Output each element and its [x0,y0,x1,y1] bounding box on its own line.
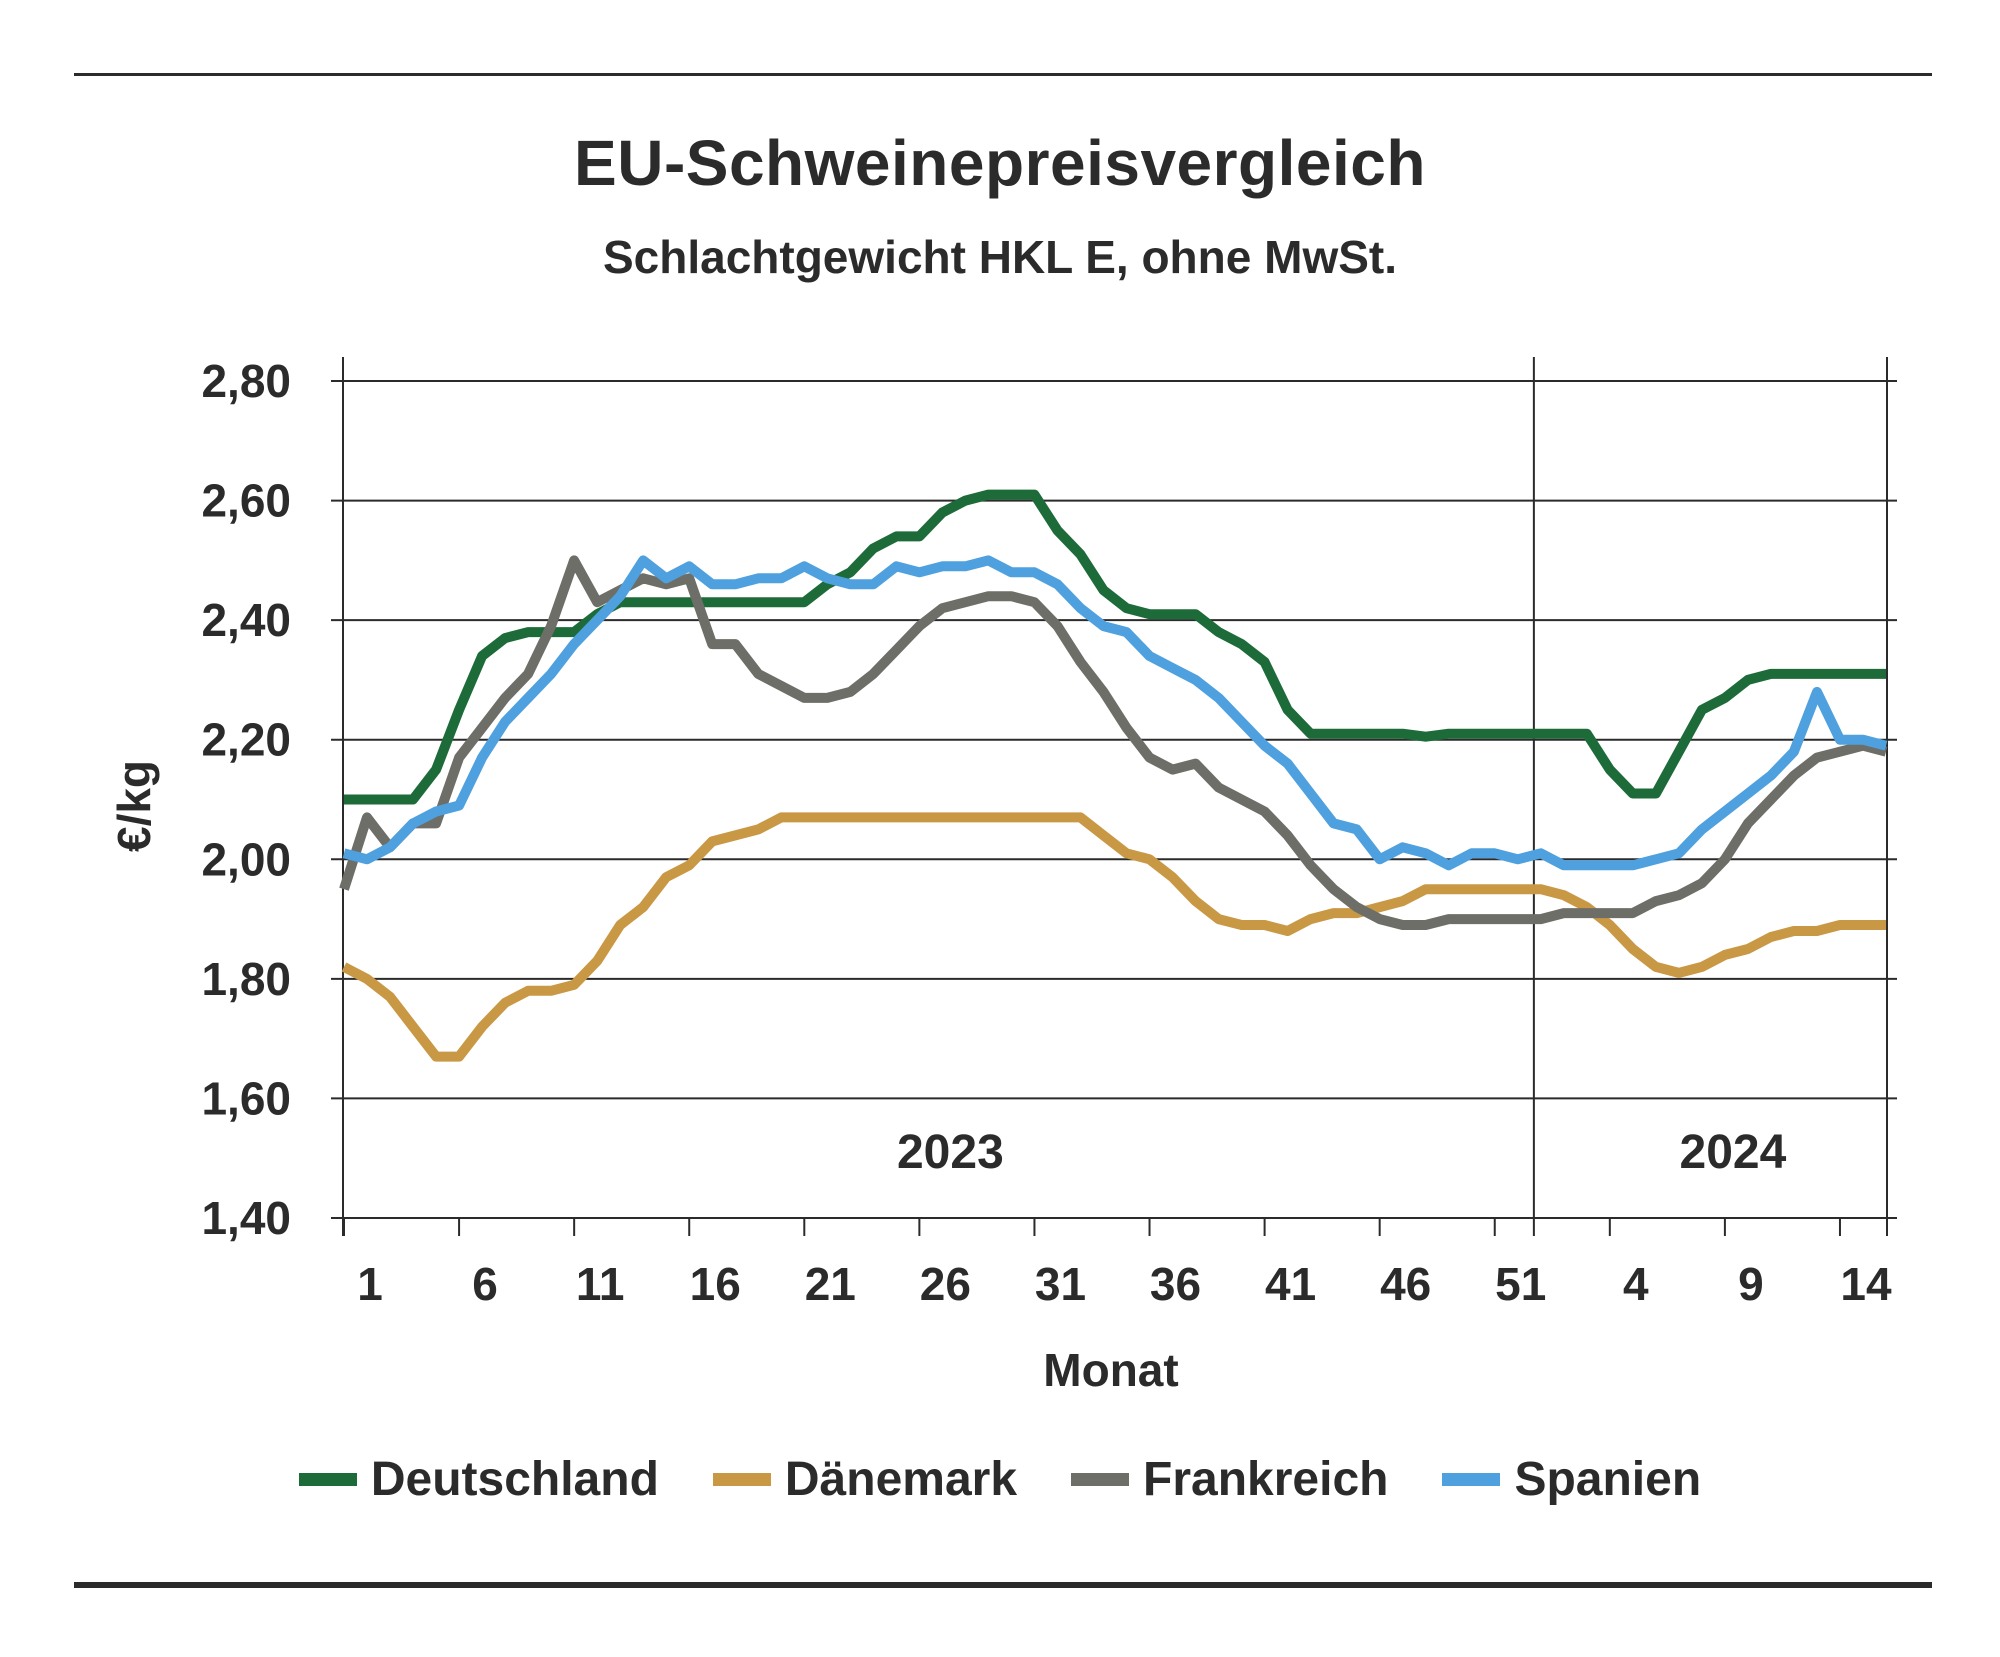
y-tick-label: 2,60 [201,475,291,527]
legend-label: Frankreich [1143,1453,1389,1506]
year-label: 2024 [1680,1126,1787,1179]
gridlines [331,380,1897,1219]
legend-item: Frankreich [1071,1452,1388,1507]
x-tick-label: 31 [1035,1258,1086,1310]
legend: Deutschland Dänemark Frankreich Spanien [0,1452,2000,1507]
x-tick-label: 11 [576,1258,625,1310]
legend-item: Spanien [1442,1452,1701,1507]
x-tick-label: 21 [805,1258,856,1310]
year-labels: 2023 2024 [897,1126,1787,1179]
y-tick-label: 1,80 [201,953,291,1005]
x-tick-label: 16 [690,1258,741,1310]
x-tick-label: 9 [1738,1258,1764,1310]
series-line-spanien [342,555,1888,871]
series-line-dänemark [341,812,1886,1062]
series-lines [339,489,1888,1062]
y-tick-label: 1,60 [201,1072,291,1124]
y-tick-label: 1,40 [201,1192,291,1244]
x-axis-title: Monat [1043,1344,1178,1396]
legend-swatch [1442,1473,1501,1486]
axes [342,357,1888,1236]
top-rule [74,73,1932,76]
legend-label: Deutschland [370,1453,659,1506]
x-tick-label: 6 [472,1258,498,1310]
y-tick-label: 2,40 [201,594,291,646]
y-tick-label: 2,80 [201,355,291,407]
x-tick-label: 26 [920,1258,971,1310]
x-tick-label: 14 [1840,1258,1892,1310]
x-tick-label: 1 [357,1258,383,1310]
legend-swatch [298,1473,357,1486]
legend-swatch [712,1473,771,1486]
legend-item: Dänemark [712,1452,1018,1507]
x-axis-ticks: 1 6 11 16 21 26 31 36 41 46 51 4 9 14 [342,1218,1892,1310]
x-tick-label: 4 [1623,1258,1649,1310]
x-tick-label: 51 [1495,1258,1546,1310]
year-label: 2023 [897,1126,1004,1179]
x-tick-label: 36 [1150,1258,1201,1310]
legend-label: Spanien [1514,1453,1702,1506]
y-axis-ticks: 1,40 1,60 1,80 2,00 2,20 2,40 2,60 2,80 [201,355,291,1244]
x-tick-label: 46 [1380,1258,1431,1310]
y-tick-label: 2,20 [201,714,291,766]
series-line-frankreich [339,555,1888,930]
legend-label: Dänemark [784,1453,1018,1506]
chart-subtitle: Schlachtgewicht HKL E, ohne MwSt. [602,231,1398,283]
x-tick-label: 41 [1265,1258,1316,1310]
y-axis-title: €/kg [108,760,160,852]
y-tick-label: 2,00 [201,833,291,885]
bottom-rule [74,1582,1932,1588]
chart-title: EU-Schweinepreisvergleich [574,127,1426,199]
legend-item: Deutschland [298,1452,659,1507]
legend-swatch [1071,1473,1130,1486]
